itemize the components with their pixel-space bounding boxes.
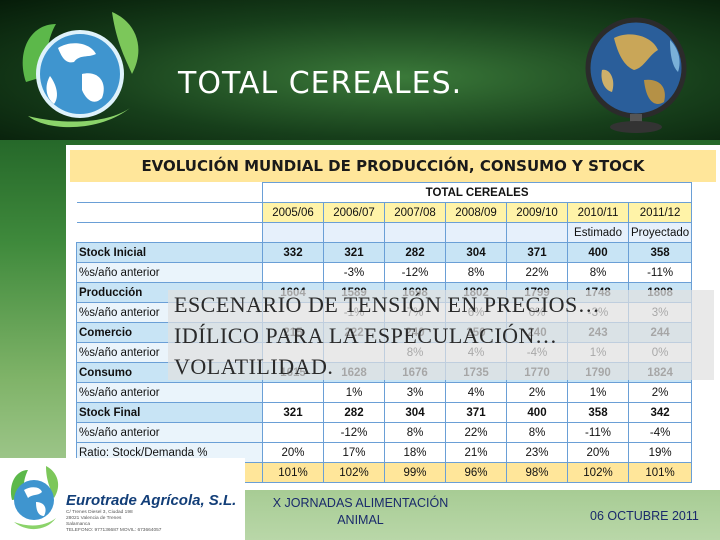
table-cell: 101% (262, 462, 324, 483)
table-cell: 4% (445, 382, 507, 403)
table-cell: 20% (262, 442, 324, 463)
table-cell: 101% (627, 462, 693, 483)
world-globe-icon (585, 17, 687, 133)
table-cell: 2% (506, 382, 568, 403)
company-footer (0, 458, 245, 540)
table-cell: 102% (567, 462, 629, 483)
company-name: Eurotrade Agrícola, S.L. (66, 492, 237, 509)
table-cell: 8% (384, 422, 446, 443)
table-cell: -12% (384, 262, 446, 283)
table-cell: 400 (506, 402, 568, 423)
table-cell: 321 (262, 402, 324, 423)
table-cell: 22% (506, 262, 568, 283)
event-name: X JORNADAS ALIMENTACIÓN ANIMAL (272, 496, 449, 527)
table-cell: -3% (323, 262, 385, 283)
table-cell: 96% (445, 462, 507, 483)
table-cell: 342 (627, 402, 693, 423)
table-heading: EVOLUCIÓN MUNDIAL DE PRODUCCIÓN, CONSUMO… (70, 150, 716, 182)
overlay-line-1: ESCENARIO DE TENSIÓN EN PRECIOS… (174, 292, 601, 317)
commentary-overlay (168, 290, 714, 380)
table-cell: 8% (506, 422, 568, 443)
table-cell: 304 (384, 402, 446, 423)
row-label: Stock Inicial (76, 242, 263, 263)
table-cell: 102% (323, 462, 385, 483)
year-header: 2010/11 (567, 202, 629, 223)
table-cell: 304 (445, 242, 507, 263)
table-cell: 21% (445, 442, 507, 463)
table-cell: 20% (567, 442, 629, 463)
row-label: %s/año anterior (76, 262, 263, 283)
table-cell: -11% (567, 422, 629, 443)
table-row: Ratio: Stock/Demanda % 20% 17% 18% 21% 23% 20%… (76, 442, 693, 463)
row-label: %s/año anterior (76, 422, 263, 443)
globe-leaves-icon (22, 12, 139, 128)
row-label: Stock Final (76, 402, 263, 423)
year-header: 2008/09 (445, 202, 507, 223)
table-cell: 3% (384, 382, 446, 403)
table-cell (262, 262, 324, 283)
table-cell: 2% (627, 382, 693, 403)
table-cell (262, 422, 324, 443)
table-row: Stock Inicial 332 321 282 304 371 400 358 (76, 242, 693, 263)
overlay-line-3: VOLATILIDAD. (174, 354, 334, 379)
table-years-row: 2005/06 2006/07 2007/08 2008/09 2009/10 … (76, 202, 693, 223)
table-cell: 282 (323, 402, 385, 423)
table-cell: 400 (567, 242, 629, 263)
year-header: 2011/12 (627, 202, 693, 223)
table-cell: 8% (567, 262, 629, 283)
table-row: %s/año anterior 1% 3% 4% 2% 1% 2% (76, 382, 693, 403)
table-cell: 99% (384, 462, 446, 483)
table-cell: -12% (323, 422, 385, 443)
table-row: %s/año anterior -3% -12% 8% 22% 8% -11% (76, 262, 693, 283)
company-address: C/ Trenes Diesel 3, Ciudad 198 28021 Val… (66, 510, 162, 533)
slide-header: TOTAL CEREALES. (0, 0, 720, 140)
table-cell: 22% (445, 422, 507, 443)
row-label: %s/año anterior (76, 382, 263, 403)
slide-title: TOTAL CEREALES. (178, 66, 463, 101)
table-status-row: Estimado Proyectado (76, 222, 693, 243)
status-estimado: Estimado (567, 222, 629, 243)
table-group-header-row: TOTAL CEREALES (76, 182, 693, 203)
status-proyectado: Proyectado (627, 222, 693, 243)
table-cell: 19% (627, 442, 693, 463)
globe-leaves-small-icon (10, 466, 59, 530)
table-cell: 358 (627, 242, 693, 263)
row-label: Ratio: Stock/Demanda % (76, 442, 263, 463)
table-cell: -11% (627, 262, 693, 283)
table-cell: 371 (445, 402, 507, 423)
table-cell (262, 382, 324, 403)
year-header: 2006/07 (323, 202, 385, 223)
table-cell: 321 (323, 242, 385, 263)
table-cell: 282 (384, 242, 446, 263)
table-cell: 18% (384, 442, 446, 463)
table-cell: 98% (506, 462, 568, 483)
table-cell: -4% (627, 422, 693, 443)
table-cell: 23% (506, 442, 568, 463)
table-cell: 371 (506, 242, 568, 263)
table-cell: 1% (567, 382, 629, 403)
year-header: 2009/10 (506, 202, 568, 223)
event-date: 06 OCTUBRE 2011 (590, 509, 699, 523)
group-header: TOTAL CEREALES (261, 182, 693, 203)
table-cell: 332 (262, 242, 324, 263)
table-row: %s/año anterior -12% 8% 22% 8% -11% -4% (76, 422, 693, 443)
table-cell: 17% (323, 442, 385, 463)
table-cell: 8% (445, 262, 507, 283)
table-cell: 1% (323, 382, 385, 403)
overlay-line-2: IDÍLICO PARA LA ESPECULACIÓN… (174, 323, 558, 348)
year-header: 2007/08 (384, 202, 446, 223)
table-row: Stock Final 321 282 304 371 400 358 342 (76, 402, 693, 423)
table-cell: 358 (567, 402, 629, 423)
year-header: 2005/06 (262, 202, 324, 223)
